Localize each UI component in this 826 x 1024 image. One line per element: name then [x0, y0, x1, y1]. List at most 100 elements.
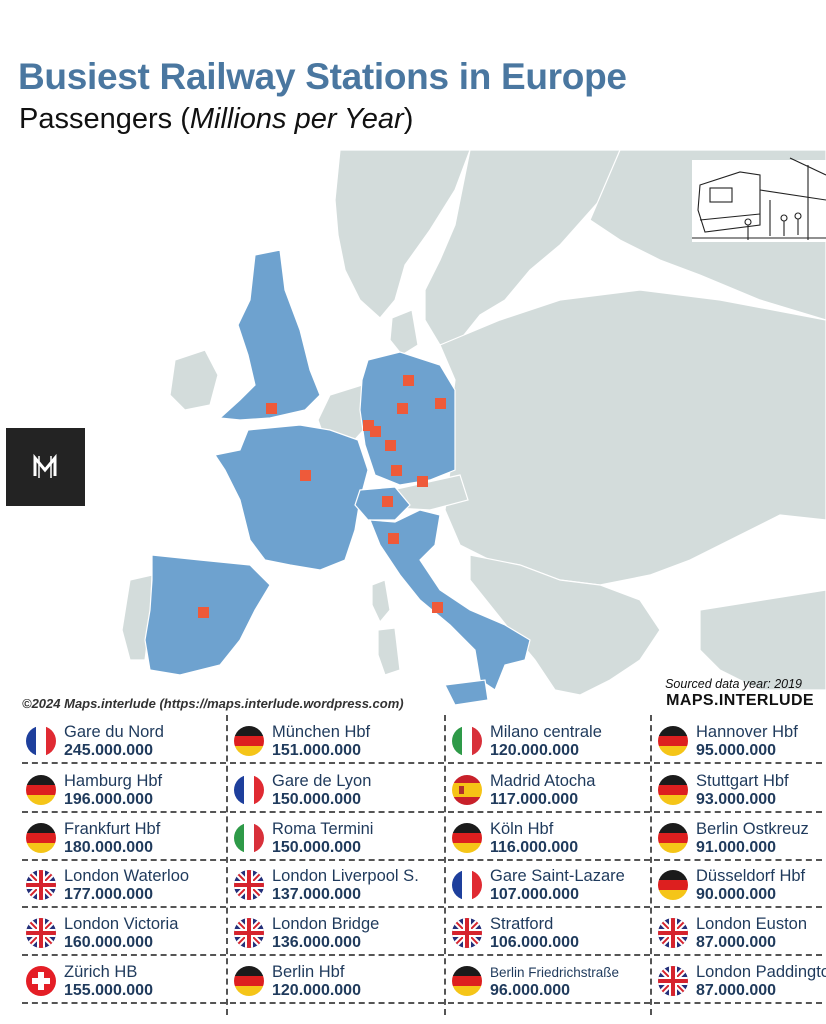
germany-flag-icon — [234, 726, 264, 756]
station-entry: Roma Termini 150.000.000 — [230, 814, 444, 861]
station-passengers: 180.000.000 — [64, 839, 153, 856]
station-entry: Berlin Friedrichstraße 96.000.000 — [448, 957, 650, 1004]
station-name: London Liverpool S. — [272, 867, 419, 885]
europe-map — [121, 150, 826, 706]
marker-duesseldorf — [363, 420, 374, 431]
station-entry: Stratford 106.000.000 — [448, 909, 650, 956]
switzerland-flag-icon — [26, 966, 56, 996]
station-entry: Köln Hbf 116.000.000 — [448, 814, 650, 861]
germany-flag-icon — [452, 966, 482, 996]
station-passengers: 150.000.000 — [272, 839, 361, 856]
station-name: Frankfurt Hbf — [64, 820, 161, 838]
france-flag-icon — [234, 775, 264, 805]
station-name: Milano centrale — [490, 723, 602, 741]
germany-flag-icon — [658, 726, 688, 756]
station-passengers: 160.000.000 — [64, 934, 153, 951]
station-name: Stratford — [490, 915, 554, 933]
station-name: Hamburg Hbf — [64, 772, 163, 790]
marker-roma — [432, 602, 443, 613]
station-entry: London Paddington 87.000.000 — [654, 957, 826, 1004]
station-name: Gare Saint-Lazare — [490, 867, 625, 885]
station-entry: Madrid Atocha 117.000.000 — [448, 766, 650, 813]
station-name: Berlin Hbf — [272, 963, 345, 981]
uk-flag-icon — [234, 918, 264, 948]
maps-interlude-logo — [6, 428, 85, 506]
station-entry: München Hbf 151.000.000 — [230, 717, 444, 764]
station-passengers: 90.000.000 — [696, 886, 777, 903]
table-column-divider — [444, 715, 446, 1015]
station-entry: London Victoria 160.000.000 — [22, 909, 226, 956]
train-station-illustration — [692, 157, 826, 242]
station-passengers: 136.000.000 — [272, 934, 361, 951]
marker-hannover — [397, 403, 408, 414]
station-name: Hannover Hbf — [696, 723, 798, 741]
germany-flag-icon — [234, 966, 264, 996]
table-column-divider — [650, 715, 652, 1015]
germany-flag-icon — [658, 870, 688, 900]
station-name: Roma Termini — [272, 820, 374, 838]
uk-flag-icon — [658, 966, 688, 996]
marker-london — [266, 403, 277, 414]
station-name: Berlin Friedrichstraße — [490, 965, 620, 980]
station-passengers: 93.000.000 — [696, 791, 777, 808]
station-name: Düsseldorf Hbf — [696, 867, 806, 885]
station-entry: Gare de Lyon 150.000.000 — [230, 766, 444, 813]
station-entry: Stuttgart Hbf 93.000.000 — [654, 766, 822, 813]
marker-paris — [300, 470, 311, 481]
uk-flag-icon — [26, 870, 56, 900]
station-entry: London Euston 87.000.000 — [654, 909, 822, 956]
station-passengers: 155.000.000 — [64, 982, 153, 999]
station-passengers: 107.000.000 — [490, 886, 579, 903]
station-entry: Düsseldorf Hbf 90.000.000 — [654, 861, 822, 908]
station-passengers: 116.000.000 — [490, 839, 579, 856]
station-entry: London Liverpool S. 137.000.000 — [230, 861, 444, 908]
station-name: Zürich HB — [64, 963, 138, 981]
station-entry: London Waterloo 177.000.000 — [22, 861, 226, 908]
station-name: London Waterloo — [64, 867, 190, 885]
station-name: Gare de Lyon — [272, 772, 372, 790]
germany-flag-icon — [452, 823, 482, 853]
source-year: Sourced data year: 2019 — [665, 677, 802, 691]
station-entry: Gare Saint-Lazare 107.000.000 — [448, 861, 650, 908]
station-entry: Hamburg Hbf 196.000.000 — [22, 766, 226, 813]
marker-stuttgart — [391, 465, 402, 476]
station-passengers: 106.000.000 — [490, 934, 579, 951]
station-entry: Gare du Nord 245.000.000 — [22, 717, 226, 764]
station-entry: Milano centrale 120.000.000 — [448, 717, 650, 764]
germany-flag-icon — [658, 823, 688, 853]
france-flag-icon — [26, 726, 56, 756]
marker-milano — [388, 533, 399, 544]
station-passengers: 151.000.000 — [272, 742, 361, 759]
france-flag-icon — [452, 870, 482, 900]
station-passengers: 120.000.000 — [490, 742, 579, 759]
germany-flag-icon — [658, 775, 688, 805]
marker-koeln — [370, 426, 381, 437]
logo-m-icon — [33, 453, 57, 478]
station-entry: Berlin Ostkreuz 91.000.000 — [654, 814, 822, 861]
table-column-divider — [226, 715, 228, 1015]
uk-flag-icon — [658, 918, 688, 948]
station-passengers: 95.000.000 — [696, 742, 777, 759]
station-entry: Hannover Hbf 95.000.000 — [654, 717, 822, 764]
marker-madrid — [198, 607, 209, 618]
station-table: Gare du Nord 245.000.000 Hamburg Hbf 196.00… — [22, 715, 826, 1015]
station-name: Stuttgart Hbf — [696, 772, 789, 790]
map-title: Busiest Railway Stations in Europe — [18, 56, 627, 97]
station-name: Berlin Ostkreuz — [696, 820, 809, 838]
station-passengers: 117.000.000 — [490, 791, 579, 808]
station-passengers: 196.000.000 — [64, 791, 153, 808]
station-passengers: 96.000.000 — [490, 982, 571, 999]
station-passengers: 245.000.000 — [64, 742, 153, 759]
station-name: London Euston — [696, 915, 808, 933]
station-name: London Victoria — [64, 915, 179, 933]
station-name: Madrid Atocha — [490, 772, 596, 790]
marker-frankfurt — [385, 440, 396, 451]
station-passengers: 137.000.000 — [272, 886, 361, 903]
station-passengers: 150.000.000 — [272, 791, 361, 808]
station-passengers: 87.000.000 — [696, 982, 777, 999]
italy-flag-icon — [452, 726, 482, 756]
uk-flag-icon — [452, 918, 482, 948]
marker-hamburg — [403, 375, 414, 386]
station-entry: Frankfurt Hbf 180.000.000 — [22, 814, 226, 861]
italy-flag-icon — [234, 823, 264, 853]
